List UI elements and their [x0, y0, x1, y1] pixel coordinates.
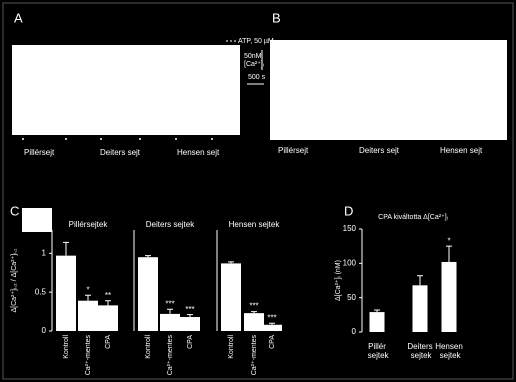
scale-label: 500 s — [248, 74, 266, 81]
chart-title: Deiters sejtek — [146, 220, 195, 229]
x-tick-label: CPA — [187, 335, 194, 349]
cell-label: Pillérsejt — [24, 148, 55, 157]
bar — [160, 313, 180, 331]
y-tick-label: 0 — [42, 326, 47, 335]
x-tick-label: Deiters sejtek — [407, 342, 432, 360]
bar — [221, 263, 241, 331]
error-bar — [374, 309, 380, 313]
y-axis-label: Δ[Ca²⁺]ᵢ (nM) — [335, 260, 342, 301]
x-tick-label: CPA — [105, 335, 112, 349]
stimulus-label: ATP, 50 µM — [238, 38, 274, 45]
x-tick-label: Hensen sejtek — [435, 342, 463, 360]
y-axis-label: Δ[Ca²⁺]ᵢ,₂ / Δ[Ca²⁺]ᵢ,₁ — [11, 248, 18, 313]
significance: *** — [165, 299, 174, 308]
chart-title: CPA kiváltotta Δ[Ca²⁺]ᵢ — [378, 214, 448, 221]
bar — [369, 312, 385, 332]
significance: * — [86, 285, 89, 294]
cell-label: Hensen sejt — [177, 148, 220, 157]
significance: ** — [105, 291, 111, 300]
x-tick-label: Pillér sejtek — [365, 342, 389, 360]
cell-label: Deiters sejt — [359, 146, 400, 155]
error-bar — [269, 322, 275, 325]
chart-title: Hensen sejtek — [229, 220, 281, 229]
error-bar — [105, 300, 111, 306]
significance: * — [447, 236, 450, 245]
error-bar — [85, 294, 91, 301]
cell-label: Hensen sejt — [440, 146, 483, 155]
scale-label: 50nM — [244, 53, 262, 60]
x-tick-label: Ca²⁺-mentes — [167, 335, 174, 376]
y-tick-label: 0.5 — [35, 287, 47, 296]
bar — [412, 285, 428, 332]
significance: *** — [267, 313, 276, 322]
baseline-dots — [22, 136, 481, 140]
panel-label: A — [14, 10, 23, 25]
error-bar — [187, 314, 193, 318]
error-bar — [251, 311, 257, 314]
bar — [262, 324, 282, 331]
x-tick-label: Kontroll — [63, 335, 70, 359]
panel-label: B — [272, 10, 281, 25]
y-tick-label: 50 — [347, 293, 356, 302]
error-bar — [228, 261, 234, 264]
y-tick-label: 1 — [42, 248, 47, 257]
bar — [56, 255, 76, 331]
y-tick-label: 100 — [343, 258, 357, 267]
error-bar — [63, 241, 69, 256]
legend-box — [22, 208, 52, 232]
y-tick-label: 150 — [343, 224, 357, 233]
bar — [180, 317, 200, 331]
panel-label: C — [10, 203, 19, 218]
error-bar — [417, 275, 423, 286]
x-tick-label: Ca²⁺-mentes — [85, 335, 92, 376]
cell-label: Pillérsejt — [278, 146, 309, 155]
x-tick-label: Ca²⁺-mentes — [251, 335, 258, 376]
bar — [98, 305, 118, 331]
x-tick-label: Kontroll — [228, 335, 235, 359]
trace-area — [270, 40, 507, 140]
significance: *** — [249, 302, 258, 311]
error-bar — [446, 245, 452, 262]
bar — [138, 257, 158, 331]
cell-label: Deiters sejt — [100, 148, 141, 157]
x-tick-label: Kontroll — [145, 335, 152, 359]
significance: *** — [185, 305, 194, 314]
panel-label: D — [344, 203, 353, 218]
bar — [244, 313, 264, 331]
bar — [441, 261, 457, 332]
bar — [78, 300, 98, 331]
x-tick-label: CPA — [269, 335, 276, 349]
scale-label: [Ca²⁺]ᵢ — [244, 61, 264, 68]
error-bar — [145, 255, 151, 258]
trace-area — [12, 45, 240, 135]
error-bar — [167, 308, 173, 314]
chart-title: Pillérsejtek — [69, 220, 109, 229]
y-tick-label: 0 — [352, 327, 357, 336]
